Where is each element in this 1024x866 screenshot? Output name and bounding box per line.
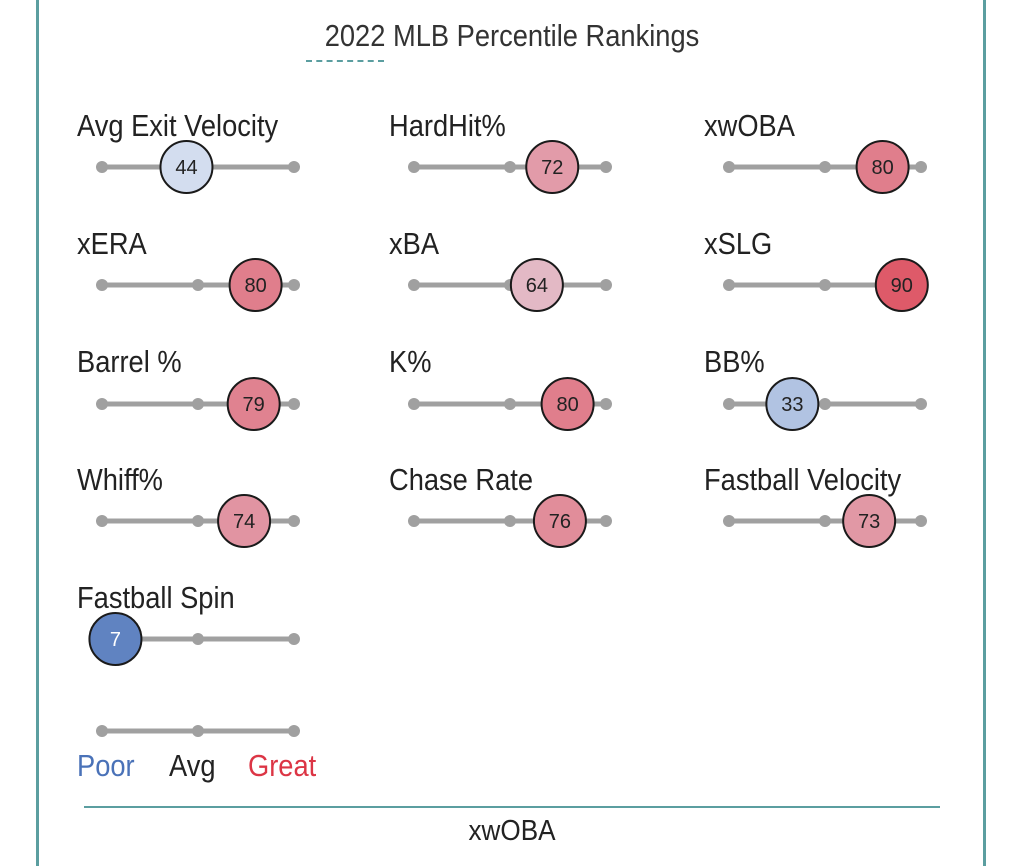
- slider-avg-exit-velocity-tick-great: [288, 161, 300, 173]
- percentile-marker-hardhit: [525, 140, 580, 194]
- slider-xwoba-tick-poor: [723, 161, 735, 173]
- slider-fastball-velocity-tick-great: [915, 515, 927, 527]
- legend-tick-great: [288, 725, 300, 737]
- slider-xwoba-tick-great: [915, 161, 927, 173]
- metric-label-xera: xERA: [77, 226, 147, 261]
- percentile-value-xera: 80: [244, 275, 266, 297]
- slider-bb-tick-poor: [723, 398, 735, 410]
- slider-hardhit-tick-poor: [408, 161, 420, 173]
- percentile-value-whiff: 74: [233, 511, 255, 533]
- legend-avg: Avg: [169, 748, 216, 783]
- percentile-value-fastball-velocity: 73: [858, 511, 880, 533]
- percentile-marker-bb: [765, 377, 820, 431]
- footer-metric-label: xwOBA: [468, 815, 556, 847]
- slider-xwoba-tick-avg: [819, 161, 831, 173]
- slider-xera-tick-poor: [96, 279, 108, 291]
- metric-label-k: K%: [389, 344, 432, 379]
- percentile-value-avg-exit-velocity: 44: [175, 157, 197, 179]
- metric-label-hardhit: HardHit%: [389, 108, 506, 143]
- slider-k-tick-avg: [504, 398, 516, 410]
- legend-tick-avg: [192, 725, 204, 737]
- slider-bb-tick-avg: [819, 398, 831, 410]
- percentile-value-barrel: 79: [243, 394, 265, 416]
- percentile-value-xba: 64: [526, 275, 548, 297]
- slider-xera-tick-avg: [192, 279, 204, 291]
- slider-xba-tick-great: [600, 279, 612, 291]
- percentile-marker-xera: [228, 258, 283, 312]
- slider-hardhit-tick-avg: [504, 161, 516, 173]
- slider-avg-exit-velocity-tick-poor: [96, 161, 108, 173]
- metric-label-avg-exit-velocity: Avg Exit Velocity: [77, 108, 279, 143]
- percentile-marker-fastball-spin: [88, 612, 143, 666]
- percentile-marker-avg-exit-velocity: [159, 140, 214, 194]
- percentile-marker-xslg: [874, 258, 929, 312]
- percentile-marker-k: [540, 377, 595, 431]
- slider-xslg-tick-avg: [819, 279, 831, 291]
- metric-label-whiff: Whiff%: [77, 462, 163, 497]
- percentile-value-fastball-spin: 7: [110, 629, 121, 651]
- title-underline: [306, 60, 384, 62]
- metric-label-barrel: Barrel %: [77, 344, 182, 379]
- legend-great: Great: [248, 748, 317, 783]
- slider-k-tick-poor: [408, 398, 420, 410]
- percentile-value-k: 80: [556, 394, 578, 416]
- slider-barrel-tick-avg: [192, 398, 204, 410]
- slider-whiff-tick-avg: [192, 515, 204, 527]
- percentile-value-bb: 33: [781, 394, 803, 416]
- slider-fastball-spin-tick-great: [288, 633, 300, 645]
- slider-fastball-spin-tick-avg: [192, 633, 204, 645]
- chart-title: 2022 MLB Percentile Rankings: [324, 18, 700, 53]
- slider-xba-tick-poor: [408, 279, 420, 291]
- percentile-marker-chase-rate: [532, 494, 587, 548]
- metric-label-fastball-spin: Fastball Spin: [77, 580, 235, 615]
- percentile-marker-barrel: [226, 377, 281, 431]
- percentile-value-xwoba: 80: [871, 157, 893, 179]
- percentile-marker-xwoba: [855, 140, 910, 194]
- legend-tick-poor: [96, 725, 108, 737]
- percentile-marker-fastball-velocity: [842, 494, 897, 548]
- metric-label-xwoba: xwOBA: [704, 108, 795, 143]
- metric-label-xslg: xSLG: [704, 226, 773, 261]
- slider-xera-tick-great: [288, 279, 300, 291]
- slider-chase-rate-tick-poor: [408, 515, 420, 527]
- metric-label-chase-rate: Chase Rate: [389, 462, 534, 497]
- percentile-value-xslg: 90: [891, 275, 913, 297]
- slider-whiff-tick-great: [288, 515, 300, 527]
- percentile-marker-whiff: [217, 494, 272, 548]
- slider-whiff-tick-poor: [96, 515, 108, 527]
- legend-poor: Poor: [77, 748, 135, 783]
- metric-label-bb: BB%: [704, 344, 765, 379]
- slider-bb-tick-great: [915, 398, 927, 410]
- slider-hardhit-tick-great: [600, 161, 612, 173]
- footer-divider: [84, 806, 940, 808]
- slider-chase-rate-tick-avg: [504, 515, 516, 527]
- slider-barrel-tick-poor: [96, 398, 108, 410]
- metric-label-fastball-velocity: Fastball Velocity: [704, 462, 902, 497]
- slider-fastball-velocity-tick-poor: [723, 515, 735, 527]
- percentile-value-chase-rate: 76: [549, 511, 571, 533]
- slider-barrel-tick-great: [288, 398, 300, 410]
- chart-frame: [36, 0, 986, 866]
- slider-chase-rate-tick-great: [600, 515, 612, 527]
- slider-xslg-tick-poor: [723, 279, 735, 291]
- percentile-marker-xba: [509, 258, 564, 312]
- percentile-value-hardhit: 72: [541, 157, 563, 179]
- metric-label-xba: xBA: [389, 226, 440, 261]
- slider-fastball-velocity-tick-avg: [819, 515, 831, 527]
- slider-k-tick-great: [600, 398, 612, 410]
